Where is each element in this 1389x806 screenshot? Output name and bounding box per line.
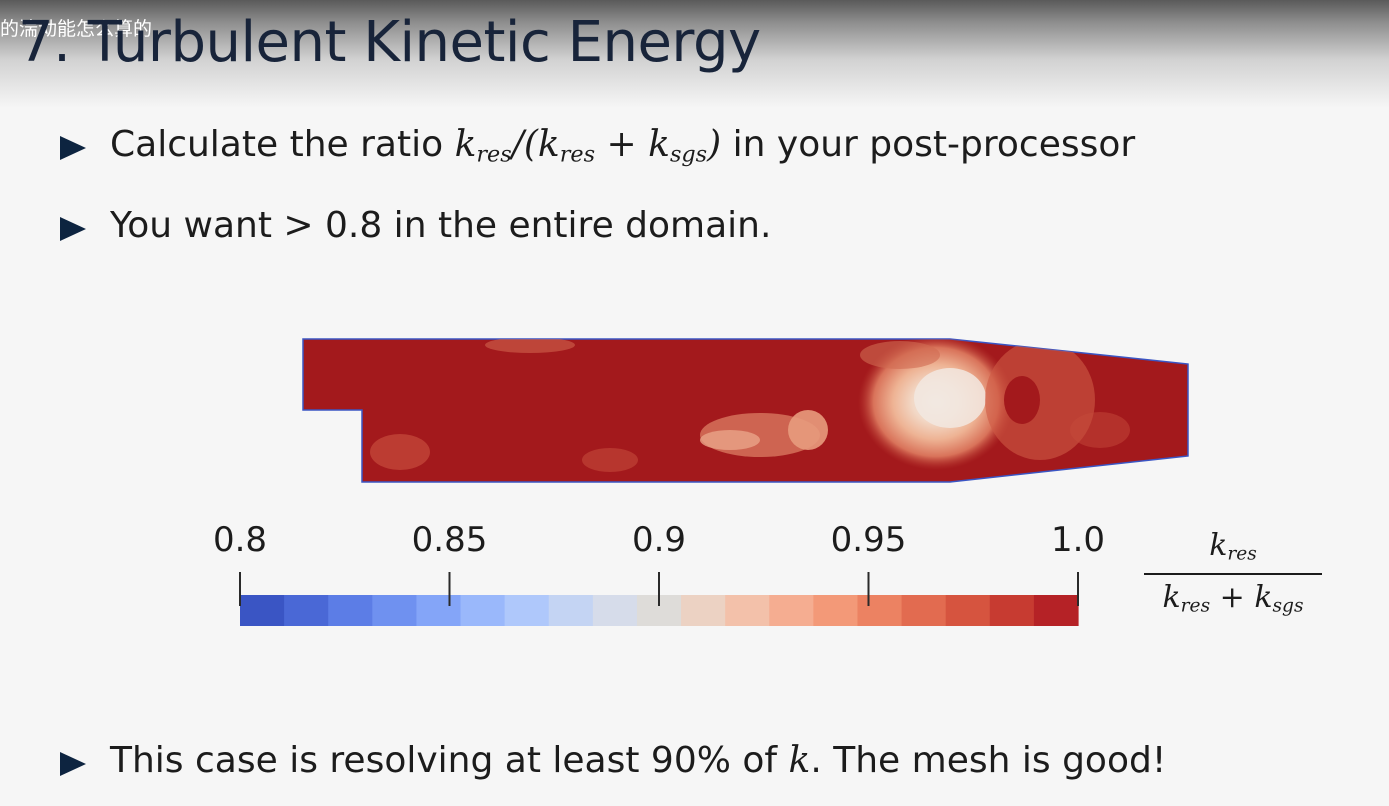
colorbar-segment — [328, 595, 373, 626]
colorbar-tick-label: 0.9 — [631, 520, 687, 560]
colorbar-segment — [460, 595, 506, 626]
fraction-bar — [1144, 573, 1322, 575]
ratio-formula: kres/(kres + ksgs) — [454, 124, 722, 168]
colorbar: 0.8 0.85 0.9 0.95 1.0 — [200, 520, 1160, 640]
colorbar-tick-label: 0.8 — [212, 520, 268, 560]
colorbar-segment — [769, 595, 814, 626]
colorbar-segment — [945, 595, 991, 626]
colorbar-segment — [1033, 595, 1079, 626]
bullet-text-pre: Calculate the ratio — [110, 124, 455, 165]
colorbar-segment — [504, 595, 550, 626]
bullet-text: Calculate the ratio kres/(kres + ksgs) i… — [110, 124, 1135, 168]
bullet-text-post: in your post-processor — [721, 124, 1136, 165]
video-title-overlay: 的湍动能怎么算的 — [0, 18, 153, 40]
bullet-triangle-icon — [60, 136, 86, 160]
colorbar-tick-label: 0.95 — [830, 520, 907, 560]
colorbar-segment — [989, 595, 1035, 626]
colorbar-graphic — [239, 572, 1079, 626]
colorbar-tick-label: 0.85 — [411, 520, 488, 560]
colorbar-segment — [857, 595, 903, 626]
colorbar-segment — [592, 595, 638, 626]
colorbar-label: kres kres + ksgs — [1144, 528, 1322, 628]
colorbar-segment — [416, 595, 462, 626]
top-shade — [0, 0, 1389, 110]
bullet-triangle-icon — [60, 752, 86, 776]
colorbar-segment — [901, 595, 947, 626]
colorbar-segment — [813, 595, 859, 626]
colorbar-segment — [284, 595, 329, 626]
colorbar-segment — [725, 595, 770, 626]
bullet-text: This case is resolving at least 90% of k… — [110, 740, 1167, 781]
colorbar-label-denominator: kres + ksgs — [1162, 580, 1304, 617]
bullet-text: You want > 0.8 in the entire domain. — [110, 205, 772, 246]
colorbar-tick-label: 1.0 — [1050, 520, 1106, 560]
bullet-triangle-icon — [60, 217, 86, 241]
slide-title: 7. Turbulent Kinetic Energy — [18, 10, 761, 75]
colorbar-segment — [240, 595, 285, 626]
colorbar-label-numerator: kres — [1209, 528, 1257, 565]
colorbar-segment — [372, 595, 418, 626]
colorbar-segment — [681, 595, 726, 626]
colorbar-segment — [548, 595, 594, 626]
